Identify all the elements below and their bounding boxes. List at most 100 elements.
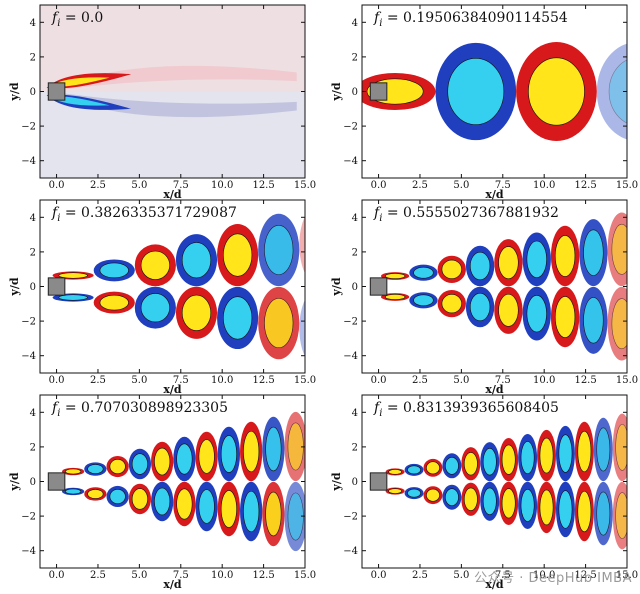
x-axis-label: x/d: [485, 383, 504, 396]
mode-field: [362, 5, 627, 178]
x-tick-label: 7.5: [173, 375, 189, 386]
x-tick-label: 7.5: [495, 375, 511, 386]
panel-2: 0.0 2.5 5.0 7.5 10.0 12.5 15.0 4 2 0 −2 −4 x/d y/d fi …: [330, 4, 638, 201]
x-tick-label: 15.0: [294, 570, 316, 581]
x-tick-label: 15.0: [294, 180, 316, 191]
y-tick-label: −2: [343, 512, 358, 523]
y-tick-label: 0: [352, 282, 358, 293]
y-tick-label: 2: [30, 442, 36, 453]
x-tick-label: 12.5: [574, 375, 596, 386]
panel-label: fi = 0.19506384090114554: [373, 10, 568, 29]
mode-field: [362, 200, 627, 373]
x-tick-label: 15.0: [616, 180, 638, 191]
x-tick-label: 10.0: [211, 375, 233, 386]
y-axis-label: y/d: [330, 277, 343, 296]
watermark: 公众号 · DeepHub IMBA: [474, 571, 632, 586]
panel-4: 0.0 2.5 5.0 7.5 10.0 12.5 15.0 4 2 0 −2 −4 x/d y/d fi …: [330, 199, 638, 396]
x-tick-label: 12.5: [252, 570, 274, 581]
x-tick-label: 12.5: [574, 570, 596, 581]
mode-field: [40, 395, 305, 568]
panel-label: fi = 0.0: [51, 10, 103, 29]
x-tick-label: 5.0: [453, 570, 469, 581]
x-tick-label: 15.0: [616, 375, 638, 386]
y-tick-label: 4: [30, 408, 36, 419]
x-tick-label: 2.5: [90, 180, 106, 191]
x-tick-label: 12.5: [252, 375, 274, 386]
y-tick-label: −2: [21, 317, 36, 328]
x-tick-label: 7.5: [173, 570, 189, 581]
y-tick-label: 4: [352, 213, 358, 224]
x-tick-label: 5.0: [131, 180, 147, 191]
y-tick-label: 2: [30, 52, 36, 63]
x-tick-label: 15.0: [294, 375, 316, 386]
y-tick-label: 2: [352, 52, 358, 63]
x-tick-label: 5.0: [131, 375, 147, 386]
y-tick-label: 2: [352, 442, 358, 453]
panel-3: 0.0 2.5 5.0 7.5 10.0 12.5 15.0 4 2 0 −2 −4 x/d y/d fi …: [8, 199, 316, 396]
x-axis-label: x/d: [163, 578, 182, 591]
x-tick-label: 7.5: [495, 570, 511, 581]
x-axis-label: x/d: [163, 188, 182, 201]
x-tick-label: 12.5: [252, 180, 274, 191]
panel-5: 0.0 2.5 5.0 7.5 10.0 12.5 15.0 4 2 0 −2 −4 x/d y/d fi …: [8, 394, 316, 591]
y-tick-label: −4: [343, 546, 358, 557]
mode-field: [40, 200, 305, 373]
y-tick-label: −2: [21, 122, 36, 133]
x-tick-label: 7.5: [495, 180, 511, 191]
y-tick-label: 0: [352, 477, 358, 488]
y-tick-label: −4: [21, 156, 36, 167]
panel-6: 0.0 2.5 5.0 7.5 10.0 12.5 15.0 4 2 0 −2 −4 x/d y/d fi …: [330, 394, 638, 591]
obstacle: [369, 277, 388, 296]
y-axis-label: y/d: [330, 472, 343, 491]
obstacle: [47, 82, 66, 101]
y-axis-label: y/d: [8, 82, 21, 101]
x-tick-label: 5.0: [453, 180, 469, 191]
y-tick-label: −4: [21, 546, 36, 557]
y-tick-label: −4: [343, 156, 358, 167]
panel-label: fi = 0.707030898923305: [51, 400, 228, 419]
y-tick-label: 4: [30, 213, 36, 224]
y-tick-label: −4: [343, 351, 358, 362]
y-tick-label: 0: [352, 87, 358, 98]
x-tick-label: 10.0: [533, 180, 555, 191]
mode-field: [40, 5, 305, 178]
x-tick-label: 2.5: [412, 180, 428, 191]
y-tick-label: 0: [30, 282, 36, 293]
x-tick-label: 10.0: [533, 570, 555, 581]
panel-label: fi = 0.5555027367881932: [373, 205, 559, 224]
x-tick-label: 10.0: [533, 375, 555, 386]
x-tick-label: 2.5: [90, 570, 106, 581]
x-tick-label: 2.5: [412, 375, 428, 386]
y-tick-label: 4: [30, 18, 36, 29]
y-tick-label: 4: [352, 18, 358, 29]
panel-label: fi = 0.8313939365608405: [373, 400, 559, 419]
x-tick-label: 5.0: [131, 570, 147, 581]
y-tick-label: 2: [352, 247, 358, 258]
x-tick-label: 0.0: [49, 180, 65, 191]
obstacle: [47, 277, 66, 296]
panel-1: 0.0 2.5 5.0 7.5 10.0 12.5 15.0 4 2 0 −2 −4 x/d y/d fi …: [8, 4, 316, 201]
y-tick-label: −2: [343, 317, 358, 328]
y-tick-label: 2: [30, 247, 36, 258]
x-tick-label: 15.0: [616, 570, 638, 581]
y-tick-label: −2: [21, 512, 36, 523]
x-tick-label: 10.0: [211, 570, 233, 581]
x-tick-label: 2.5: [412, 570, 428, 581]
y-tick-label: 0: [30, 87, 36, 98]
x-tick-label: 0.0: [49, 570, 65, 581]
x-axis-label: x/d: [163, 383, 182, 396]
x-tick-label: 0.0: [371, 375, 387, 386]
x-tick-label: 0.0: [371, 180, 387, 191]
obstacle: [369, 82, 388, 101]
x-tick-label: 7.5: [173, 180, 189, 191]
y-axis-label: y/d: [8, 277, 21, 296]
y-tick-label: 0: [30, 477, 36, 488]
x-tick-label: 10.0: [211, 180, 233, 191]
obstacle: [47, 472, 66, 491]
y-tick-label: 4: [352, 408, 358, 419]
y-tick-label: −4: [21, 351, 36, 362]
mode-field: [362, 395, 627, 568]
x-tick-label: 0.0: [371, 570, 387, 581]
x-tick-label: 5.0: [453, 375, 469, 386]
